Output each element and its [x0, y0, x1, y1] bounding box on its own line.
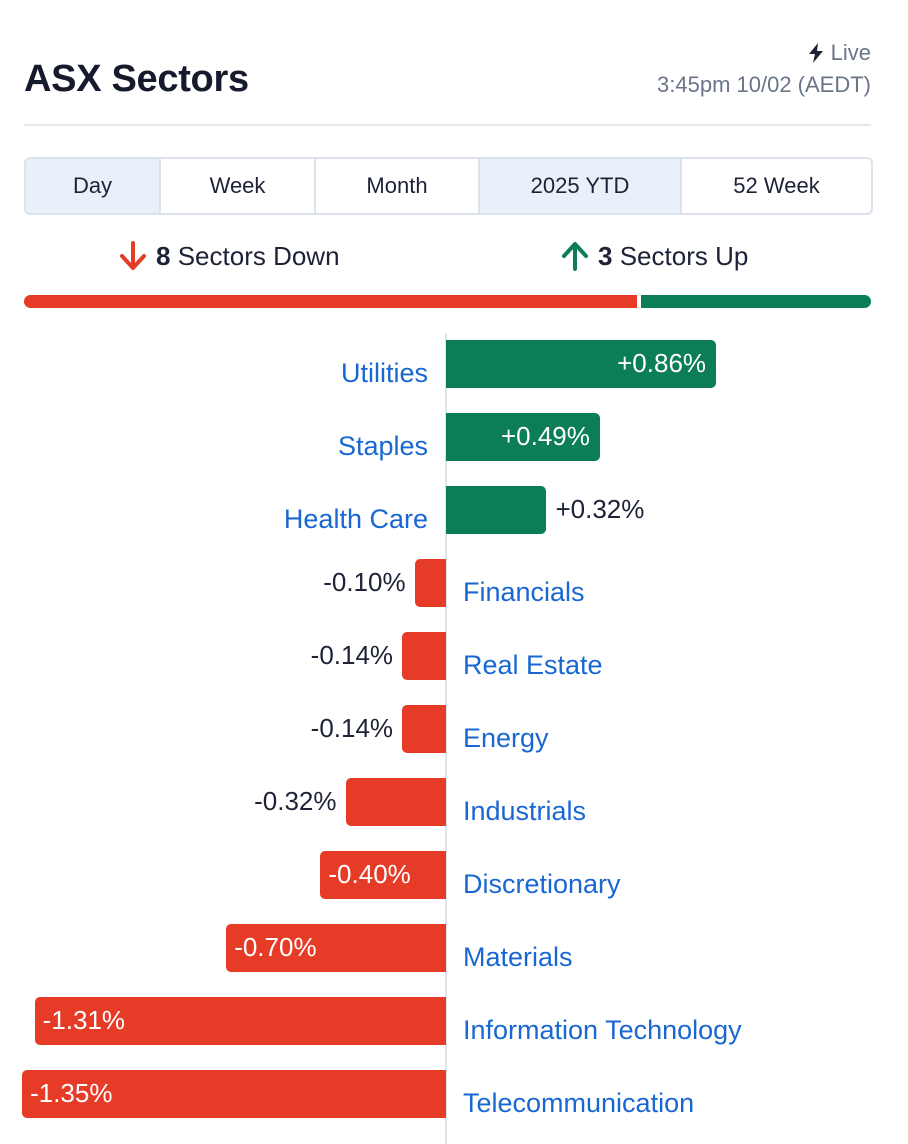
tab-month[interactable]: Month: [316, 159, 480, 213]
bar-materials: [226, 924, 446, 972]
value-label-utilities: +0.86%: [617, 348, 707, 378]
sector-link-health-care[interactable]: Health Care: [283, 504, 428, 534]
ratio-bar-up: [641, 295, 871, 308]
ratio-bar-down: [24, 295, 638, 308]
up-down-ratio-bar: [24, 295, 871, 308]
timestamp: 3:45pm 10/02 (AEDT): [657, 72, 871, 97]
sector-row-staples: +0.49% Staples: [0, 413, 908, 461]
sector-row-real-estate: -0.14% Real Estate: [0, 632, 908, 680]
bar-health-care: [446, 486, 547, 534]
value-label-industrials: -0.32%: [254, 786, 337, 816]
value-label-materials: -0.70%: [234, 932, 317, 962]
up-label: Sectors Up: [619, 240, 749, 271]
period-tabs: Day Week Month 2025 YTD 52 Week: [24, 157, 873, 215]
value-label-discretionary: -0.40%: [328, 859, 411, 889]
bar-staples: [446, 413, 600, 461]
live-indicator: Live: [807, 40, 871, 66]
sector-link-materials[interactable]: Materials: [463, 942, 573, 972]
down-count: 8: [156, 240, 171, 271]
sectors-up-summary: 3 Sectors Up: [560, 240, 748, 272]
live-label: Live: [830, 40, 871, 65]
lightning-icon: [808, 43, 823, 63]
sector-row-telecommunication: -1.35% Telecommunication: [0, 1070, 908, 1118]
bar-financials: [414, 559, 446, 607]
bar-discretionary: [320, 851, 446, 899]
arrow-down-icon: [120, 241, 146, 270]
sector-row-discretionary: -0.40% Discretionary: [0, 851, 908, 899]
sector-link-energy[interactable]: Energy: [463, 723, 549, 753]
sector-row-information-technology: -1.31% Information Technology: [0, 997, 908, 1045]
bar-energy: [402, 705, 446, 753]
bar-telecommunication: [22, 1070, 446, 1118]
value-label-information-technology: -1.31%: [42, 1005, 126, 1035]
value-label-staples: +0.49%: [500, 421, 590, 451]
sector-link-information-technology[interactable]: Information Technology: [463, 1015, 742, 1045]
sector-row-industrials: -0.32% Industrials: [0, 778, 908, 826]
value-label-energy: -0.14%: [310, 713, 394, 743]
tab-week[interactable]: Week: [161, 159, 316, 213]
value-label-health-care: +0.32%: [555, 494, 645, 524]
bar-utilities: [446, 340, 717, 388]
sector-row-energy: -0.14% Energy: [0, 705, 908, 753]
bar-information-technology: [34, 997, 446, 1045]
sector-link-discretionary[interactable]: Discretionary: [463, 869, 621, 899]
sector-link-staples[interactable]: Staples: [337, 431, 428, 461]
down-label: Sectors Down: [177, 240, 340, 271]
value-label-telecommunication: -1.35%: [30, 1078, 113, 1108]
sector-row-health-care: +0.32% Health Care: [0, 486, 908, 534]
value-label-financials: -0.10%: [323, 567, 406, 597]
tab-day[interactable]: Day: [26, 159, 161, 213]
sector-row-utilities: +0.86% Utilities: [0, 340, 908, 388]
up-count: 3: [598, 240, 613, 271]
tab-52-week[interactable]: 52 Week: [733, 173, 820, 198]
tab-2025-ytd[interactable]: 2025 YTD: [480, 159, 682, 213]
sector-link-utilities[interactable]: Utilities: [340, 358, 428, 388]
page-title: ASX Sectors: [24, 58, 249, 100]
header: ASX Sectors Live 3:45pm 10/02 (AEDT): [24, 0, 871, 126]
chart-axis: [445, 333, 447, 1144]
value-label-real-estate: -0.14%: [310, 640, 394, 670]
sector-row-materials: -0.70% Materials: [0, 924, 908, 972]
sector-link-real-estate[interactable]: Real Estate: [463, 650, 603, 680]
sector-row-financials: -0.10% Financials: [0, 559, 908, 607]
bar-industrials: [345, 778, 446, 826]
bar-real-estate: [402, 632, 446, 680]
sector-link-industrials[interactable]: Industrials: [463, 796, 587, 826]
sectors-down-summary: 8 Sectors Down: [118, 240, 340, 272]
sector-link-financials[interactable]: Financials: [463, 577, 585, 607]
sector-link-telecommunication[interactable]: Telecommunication: [463, 1088, 695, 1118]
arrow-up-icon: [562, 242, 588, 271]
